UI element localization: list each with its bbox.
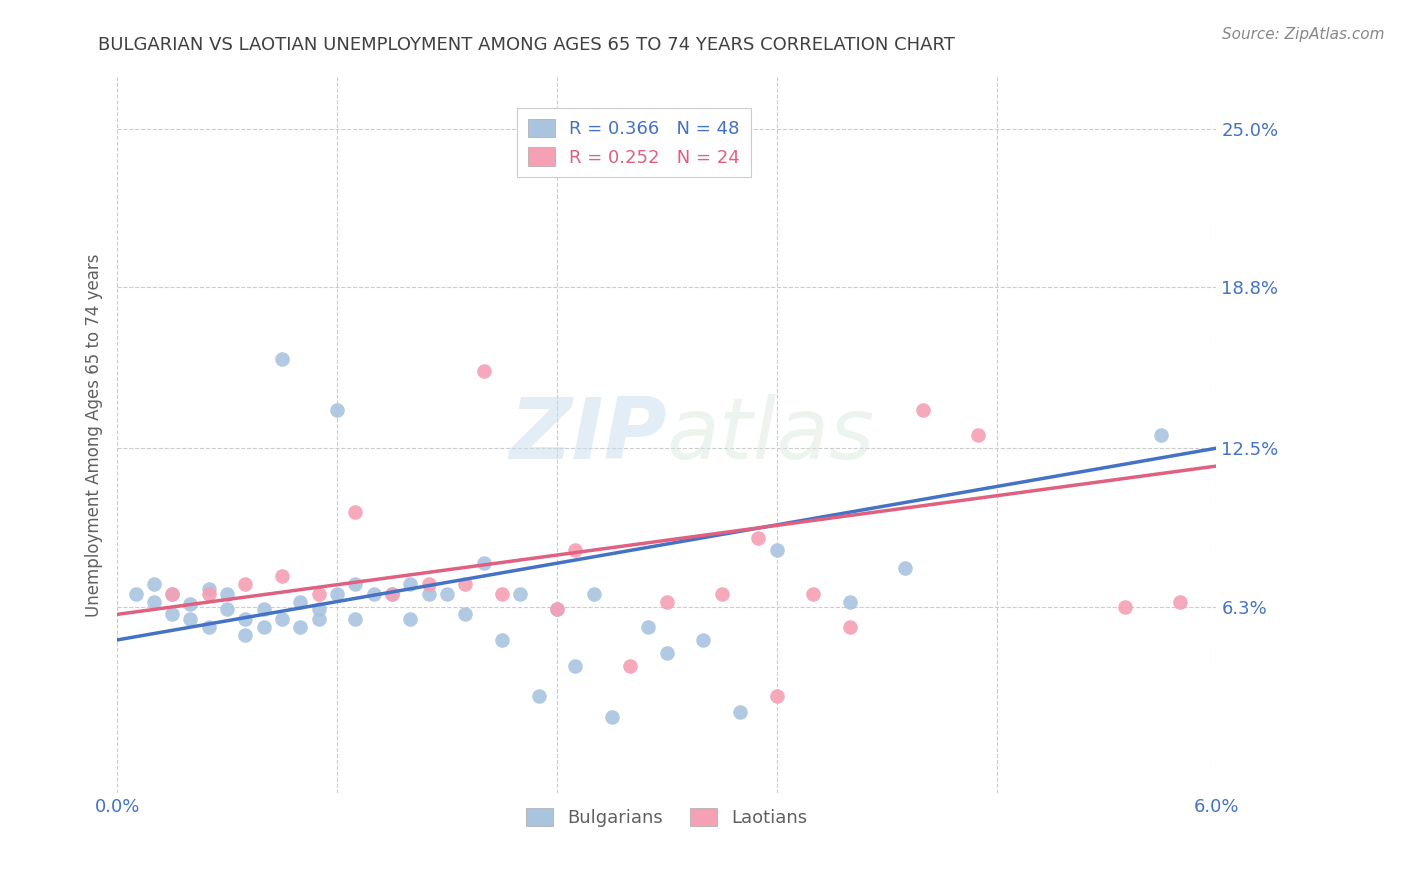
Point bbox=[160, 587, 183, 601]
Point bbox=[454, 576, 477, 591]
Point bbox=[637, 620, 659, 634]
Point bbox=[582, 587, 605, 601]
Y-axis label: Unemployment Among Ages 65 to 74 years: Unemployment Among Ages 65 to 74 years bbox=[86, 253, 103, 617]
Point bbox=[271, 612, 294, 626]
Point bbox=[217, 587, 239, 601]
Point bbox=[728, 705, 751, 719]
Point bbox=[308, 612, 330, 626]
Point bbox=[564, 658, 586, 673]
Point bbox=[1114, 599, 1136, 614]
Point bbox=[160, 587, 183, 601]
Point bbox=[765, 543, 787, 558]
Point bbox=[967, 428, 990, 442]
Point bbox=[564, 543, 586, 558]
Point bbox=[308, 587, 330, 601]
Point bbox=[839, 620, 862, 634]
Point bbox=[619, 658, 641, 673]
Point bbox=[839, 594, 862, 608]
Point bbox=[546, 602, 568, 616]
Point bbox=[454, 607, 477, 622]
Point bbox=[344, 612, 367, 626]
Point bbox=[308, 602, 330, 616]
Point bbox=[801, 587, 824, 601]
Point bbox=[747, 531, 769, 545]
Text: Source: ZipAtlas.com: Source: ZipAtlas.com bbox=[1222, 27, 1385, 42]
Point bbox=[197, 587, 219, 601]
Point bbox=[912, 402, 935, 417]
Point bbox=[160, 607, 183, 622]
Point bbox=[197, 582, 219, 596]
Point bbox=[124, 587, 146, 601]
Legend: Bulgarians, Laotians: Bulgarians, Laotians bbox=[519, 801, 815, 834]
Point bbox=[344, 576, 367, 591]
Point bbox=[381, 587, 404, 601]
Point bbox=[142, 594, 165, 608]
Point bbox=[418, 576, 440, 591]
Point bbox=[179, 612, 201, 626]
Point bbox=[600, 709, 623, 723]
Text: ZIP: ZIP bbox=[509, 394, 666, 477]
Point bbox=[142, 576, 165, 591]
Text: atlas: atlas bbox=[666, 394, 875, 477]
Point bbox=[1168, 594, 1191, 608]
Point bbox=[290, 620, 312, 634]
Point bbox=[491, 587, 513, 601]
Point bbox=[363, 587, 385, 601]
Point bbox=[271, 351, 294, 366]
Point bbox=[472, 556, 495, 570]
Point bbox=[472, 364, 495, 378]
Point bbox=[655, 646, 678, 660]
Point bbox=[894, 561, 917, 575]
Point bbox=[290, 594, 312, 608]
Point bbox=[765, 689, 787, 703]
Point bbox=[491, 632, 513, 647]
Point bbox=[710, 587, 733, 601]
Point bbox=[235, 628, 257, 642]
Point bbox=[692, 632, 714, 647]
Text: BULGARIAN VS LAOTIAN UNEMPLOYMENT AMONG AGES 65 TO 74 YEARS CORRELATION CHART: BULGARIAN VS LAOTIAN UNEMPLOYMENT AMONG … bbox=[98, 36, 955, 54]
Point bbox=[546, 602, 568, 616]
Point bbox=[179, 597, 201, 611]
Point bbox=[197, 620, 219, 634]
Point bbox=[509, 587, 531, 601]
Point bbox=[399, 576, 422, 591]
Point bbox=[527, 689, 550, 703]
Point bbox=[326, 587, 349, 601]
Point bbox=[253, 602, 276, 616]
Point bbox=[326, 402, 349, 417]
Point bbox=[436, 587, 458, 601]
Point bbox=[1150, 428, 1173, 442]
Point bbox=[235, 576, 257, 591]
Point bbox=[418, 587, 440, 601]
Point bbox=[235, 612, 257, 626]
Point bbox=[217, 602, 239, 616]
Point bbox=[344, 505, 367, 519]
Point bbox=[399, 612, 422, 626]
Point bbox=[253, 620, 276, 634]
Point bbox=[381, 587, 404, 601]
Point bbox=[655, 594, 678, 608]
Point bbox=[271, 569, 294, 583]
